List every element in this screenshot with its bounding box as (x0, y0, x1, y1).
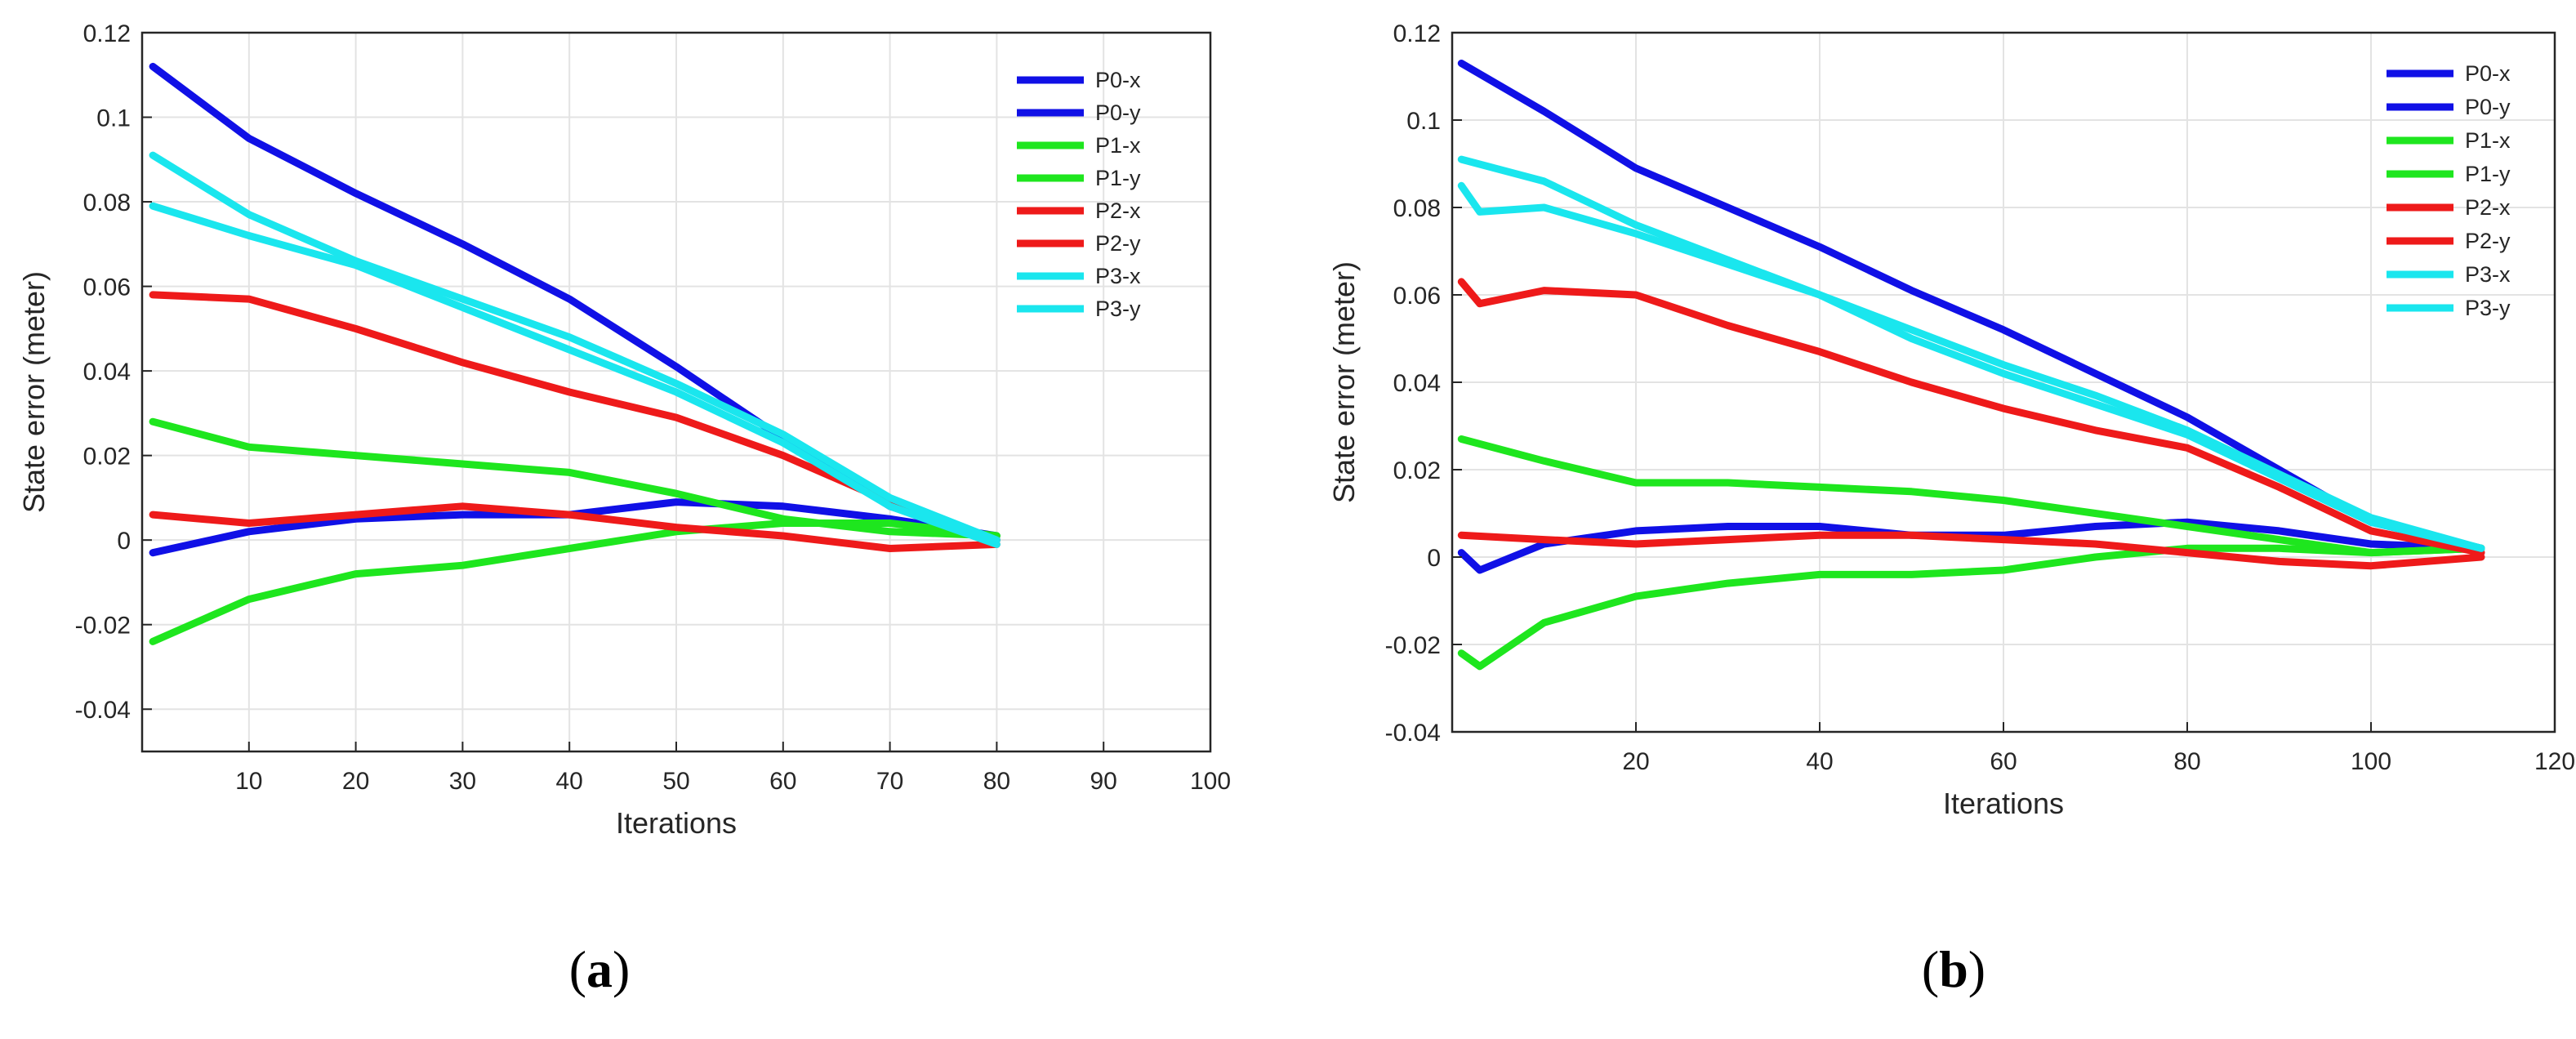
panel-label-b: (b) (1921, 940, 1986, 998)
x-axis-label: Iterations (616, 806, 737, 840)
legend-label-p3-y: P3-y (2465, 296, 2511, 320)
legend-label-p1-x: P1-x (1095, 133, 1141, 158)
y-tick-label: 0.06 (83, 274, 131, 301)
x-tick-label: 60 (769, 768, 796, 795)
x-tick-label: 100 (2351, 748, 2391, 775)
series-line-p1-x (1457, 435, 2485, 557)
y-tick-label: 0.12 (1393, 20, 1441, 47)
chart-panel-b: 20 40 60 80 100 120 -0.04 -0.02 0 0.02 0.04 0.06 0.0… (1327, 20, 2575, 820)
legend-label-p3-x: P3-x (2465, 262, 2511, 287)
y-tick-label: 0.04 (1393, 370, 1441, 397)
legend-label-p0-x: P0-x (1095, 68, 1141, 92)
legend: P0-x P0-y P1-x P1-y P2-x P2-y P3-x P3-y (2387, 61, 2511, 320)
series-line-p3-x (1457, 155, 2485, 552)
x-tick-label: 60 (1990, 748, 2017, 775)
series-line-p3-y (149, 202, 1001, 548)
legend-label-p3-x: P3-x (1095, 264, 1141, 288)
series-line-p2-y (1457, 531, 2485, 570)
y-tick-label: -0.02 (1385, 632, 1441, 659)
x-tick-label: 70 (876, 768, 903, 795)
legend-label-p1-x: P1-x (2465, 128, 2511, 153)
legend: P0-x P0-y P1-x P1-y P2-x P2-y P3-x P3-y (1017, 68, 1141, 321)
legend-label-p3-y: P3-y (1095, 297, 1141, 321)
series-line-p1-y (149, 520, 1001, 645)
y-tick-label: 0.12 (83, 20, 131, 47)
y-tick-label: 0 (117, 528, 131, 555)
panel-label-a: (a) (568, 940, 631, 998)
y-axis-label: State error (meter) (1327, 261, 1361, 503)
x-tick-label: 20 (342, 768, 369, 795)
x-tick-label: 20 (1622, 748, 1649, 775)
y-tick-label: 0.04 (83, 359, 131, 386)
x-tick-label: 40 (556, 768, 583, 795)
x-tick-label: 50 (662, 768, 689, 795)
legend-label-p2-x: P2-x (2465, 195, 2511, 220)
x-tick-label: 120 (2534, 748, 2575, 775)
y-tick-label: 0.08 (1393, 195, 1441, 222)
legend-label-p2-x: P2-x (1095, 198, 1141, 223)
y-tick-label: 0.02 (83, 444, 131, 470)
legend-label-p0-x: P0-x (2465, 61, 2511, 86)
series-line-p2-x (1457, 278, 2485, 557)
series-line-p3-x (149, 151, 1001, 544)
x-axis-label: Iterations (1943, 787, 2064, 820)
series-line-p2-y (149, 502, 1001, 552)
legend-label-p1-y: P1-y (1095, 166, 1141, 190)
x-tick-label: 10 (235, 768, 262, 795)
legend-label-p2-y: P2-y (1095, 231, 1141, 256)
x-tick-label: 80 (983, 768, 1010, 795)
series-line-p3-y (1457, 181, 2485, 552)
legend-label-p2-y: P2-y (2465, 229, 2511, 253)
x-tick-label: 100 (1190, 768, 1231, 795)
y-tick-label: -0.04 (1385, 720, 1441, 747)
series-line-p1-x (149, 417, 1001, 540)
x-tick-label: 30 (449, 768, 476, 795)
legend-label-p0-y: P0-y (2465, 95, 2511, 119)
y-tick-label: -0.04 (75, 697, 131, 724)
x-tick-label: 80 (2173, 748, 2200, 775)
y-tick-label: -0.02 (75, 613, 131, 640)
series-line-p1-y (1457, 544, 2485, 671)
y-tick-label: 0.08 (83, 190, 131, 216)
x-tick-label: 90 (1090, 768, 1117, 795)
chart-panel-a: 10 20 30 40 50 60 70 80 90 100 -0.04 -0.02 0 0.02 0.04… (17, 20, 1231, 840)
y-axis-label: State error (meter) (17, 271, 51, 513)
x-tick-label: 40 (1806, 748, 1833, 775)
legend-label-p1-y: P1-y (2465, 162, 2511, 186)
y-tick-label: 0.02 (1393, 457, 1441, 484)
y-tick-label: 0 (1427, 545, 1441, 572)
y-tick-label: 0.06 (1393, 283, 1441, 310)
y-tick-label: 0.1 (1406, 108, 1441, 135)
y-tick-label: 0.1 (96, 105, 131, 132)
legend-label-p0-y: P0-y (1095, 100, 1141, 125)
